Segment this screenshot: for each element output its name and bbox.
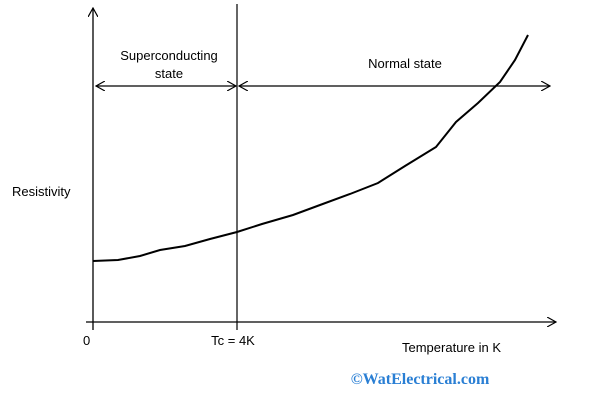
y-axis-label: Resistivity: [12, 184, 71, 199]
x-axis-label: Temperature in K: [402, 340, 501, 355]
superconducting-label: Superconducting: [120, 48, 218, 63]
superconducting-label: state: [155, 66, 183, 81]
tc-label: Tc = 4K: [211, 333, 255, 348]
normal-state-label: Normal state: [368, 56, 442, 71]
origin-label: 0: [83, 333, 90, 348]
watermark: ©WatElectrical.com: [351, 371, 490, 388]
resistivity-curve: [92, 34, 529, 262]
